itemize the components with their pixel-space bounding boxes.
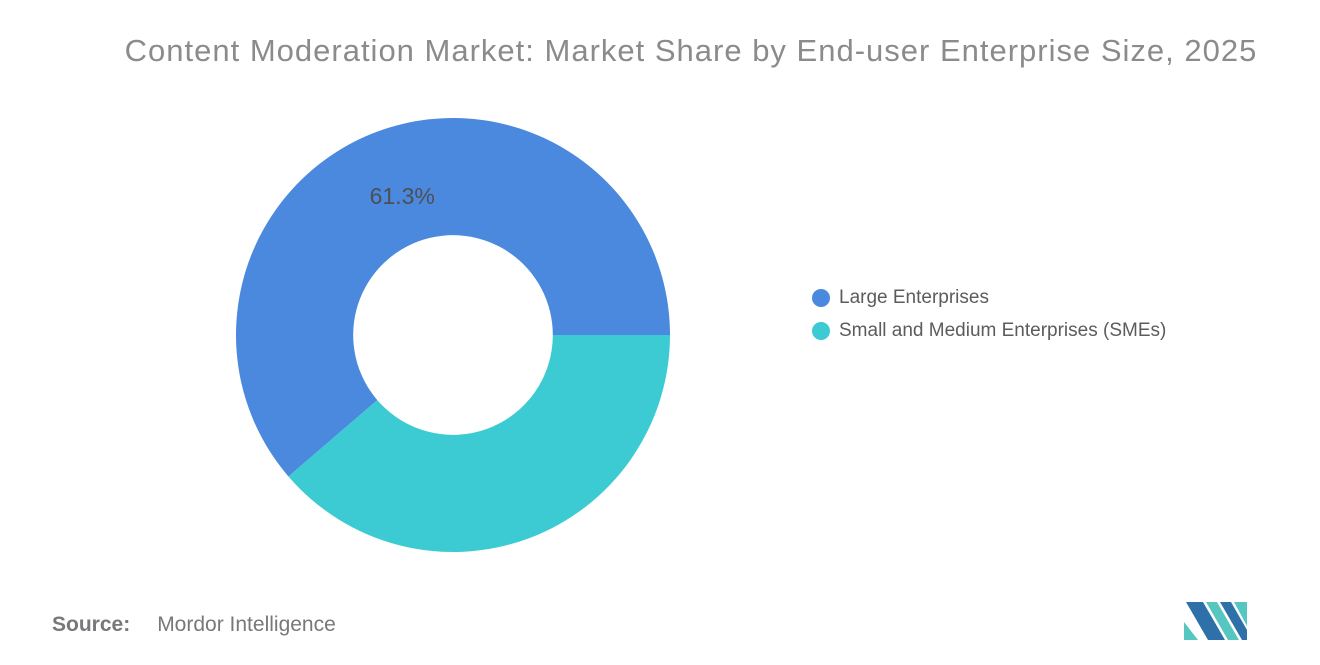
legend: Large Enterprises Small and Medium Enter…: [812, 288, 1166, 340]
logo-shape-navy-right: [1220, 602, 1247, 640]
pie-slice-large-enterprises[interactable]: [236, 118, 670, 477]
logo-shape-teal-left: [1184, 622, 1198, 640]
pie-slice-small-and-medium-enterprises-smes[interactable]: [288, 335, 670, 552]
legend-swatch-blue-icon: [812, 288, 830, 307]
legend-label: Small and Medium Enterprises (SMEs): [839, 320, 1167, 341]
source-value: Mordor Intelligence: [157, 613, 336, 636]
legend-swatch-teal-icon: [812, 321, 830, 340]
chart-title: Content Moderation Market: Market Share …: [124, 33, 1258, 68]
source-note: Source: Mordor Intelligence: [52, 613, 336, 637]
logo-shape-teal-mid: [1206, 602, 1239, 640]
slice-data-label: 61.3%: [370, 183, 435, 209]
legend-item-smes[interactable]: Small and Medium Enterprises (SMEs): [812, 321, 1166, 340]
donut-chart: 61.3%: [236, 118, 670, 552]
legend-item-large-enterprises[interactable]: Large Enterprises: [812, 288, 1166, 307]
source-label: Source:: [52, 613, 131, 636]
mordor-intelligence-logo-icon: [1184, 602, 1247, 640]
legend-label: Large Enterprises: [839, 287, 989, 308]
logo-shape-navy-left: [1186, 602, 1225, 640]
logo-shape-teal-right: [1234, 602, 1247, 626]
